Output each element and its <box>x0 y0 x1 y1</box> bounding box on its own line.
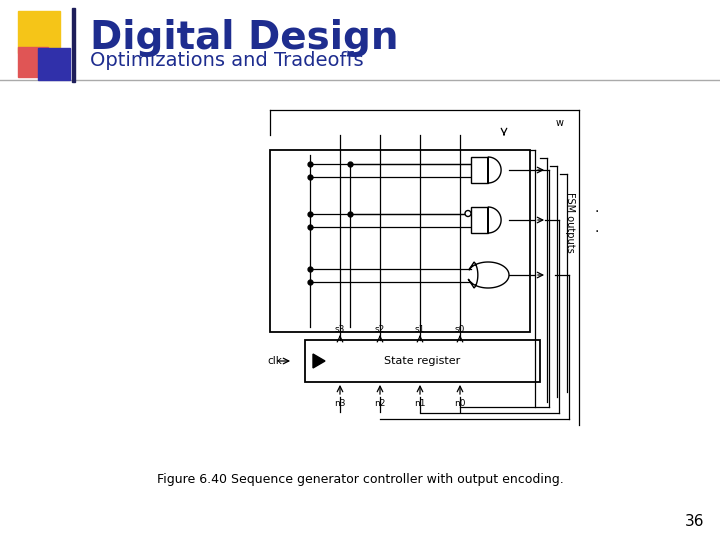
Text: 36: 36 <box>685 515 705 530</box>
Text: Optimizations and Tradeoffs: Optimizations and Tradeoffs <box>90 51 364 71</box>
Text: n2: n2 <box>374 399 386 408</box>
Text: Digital Design: Digital Design <box>90 19 398 57</box>
Text: Figure 6.40 Sequence generator controller with output encoding.: Figure 6.40 Sequence generator controlle… <box>157 474 563 487</box>
Text: State register: State register <box>384 356 461 366</box>
Bar <box>305 340 540 382</box>
Text: FSM outputs: FSM outputs <box>565 192 575 253</box>
Polygon shape <box>313 354 325 368</box>
Text: s1: s1 <box>415 325 426 334</box>
Text: n1: n1 <box>414 399 426 408</box>
Bar <box>18 47 48 77</box>
Circle shape <box>465 211 471 217</box>
Text: s2: s2 <box>375 325 385 334</box>
Bar <box>471 207 488 233</box>
Text: .: . <box>595 220 599 234</box>
Bar <box>270 150 530 332</box>
Text: s3: s3 <box>335 325 345 334</box>
Polygon shape <box>488 157 501 183</box>
Bar <box>72 8 74 82</box>
Polygon shape <box>488 207 501 233</box>
Text: clk: clk <box>267 356 282 366</box>
Text: w: w <box>556 118 564 128</box>
Bar <box>38 48 70 80</box>
Text: s0: s0 <box>455 325 465 334</box>
Bar <box>471 157 488 183</box>
Bar <box>18 11 60 53</box>
Text: .: . <box>595 200 599 214</box>
Polygon shape <box>468 262 509 288</box>
Text: n3: n3 <box>334 399 346 408</box>
Text: n0: n0 <box>454 399 466 408</box>
